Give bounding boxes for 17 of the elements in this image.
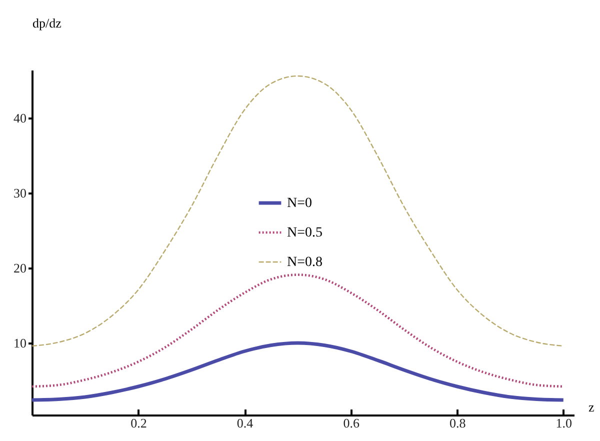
x-axis-title: z <box>588 400 594 414</box>
x-tick-label: 0.8 <box>449 416 466 430</box>
x-tick-label: 1.0 <box>556 416 572 430</box>
x-tick-label: 0.2 <box>130 416 147 430</box>
x-tick-label: 0.4 <box>236 416 254 430</box>
y-axis-title: dp/dz <box>32 16 62 30</box>
x-tick-label: 0.6 <box>343 416 360 430</box>
y-tick-label: 30 <box>14 186 26 200</box>
line-series <box>32 75 564 347</box>
line-series <box>32 274 565 388</box>
legend-label: N=0 <box>287 196 312 211</box>
y-tick-label: 40 <box>14 110 26 126</box>
y-tick-label: 10 <box>14 336 26 350</box>
legend-label: N=0.8 <box>287 255 323 270</box>
y-tick-label: 20 <box>14 260 26 276</box>
line-series <box>32 341 566 402</box>
legend-label: N=0.5 <box>287 226 323 240</box>
